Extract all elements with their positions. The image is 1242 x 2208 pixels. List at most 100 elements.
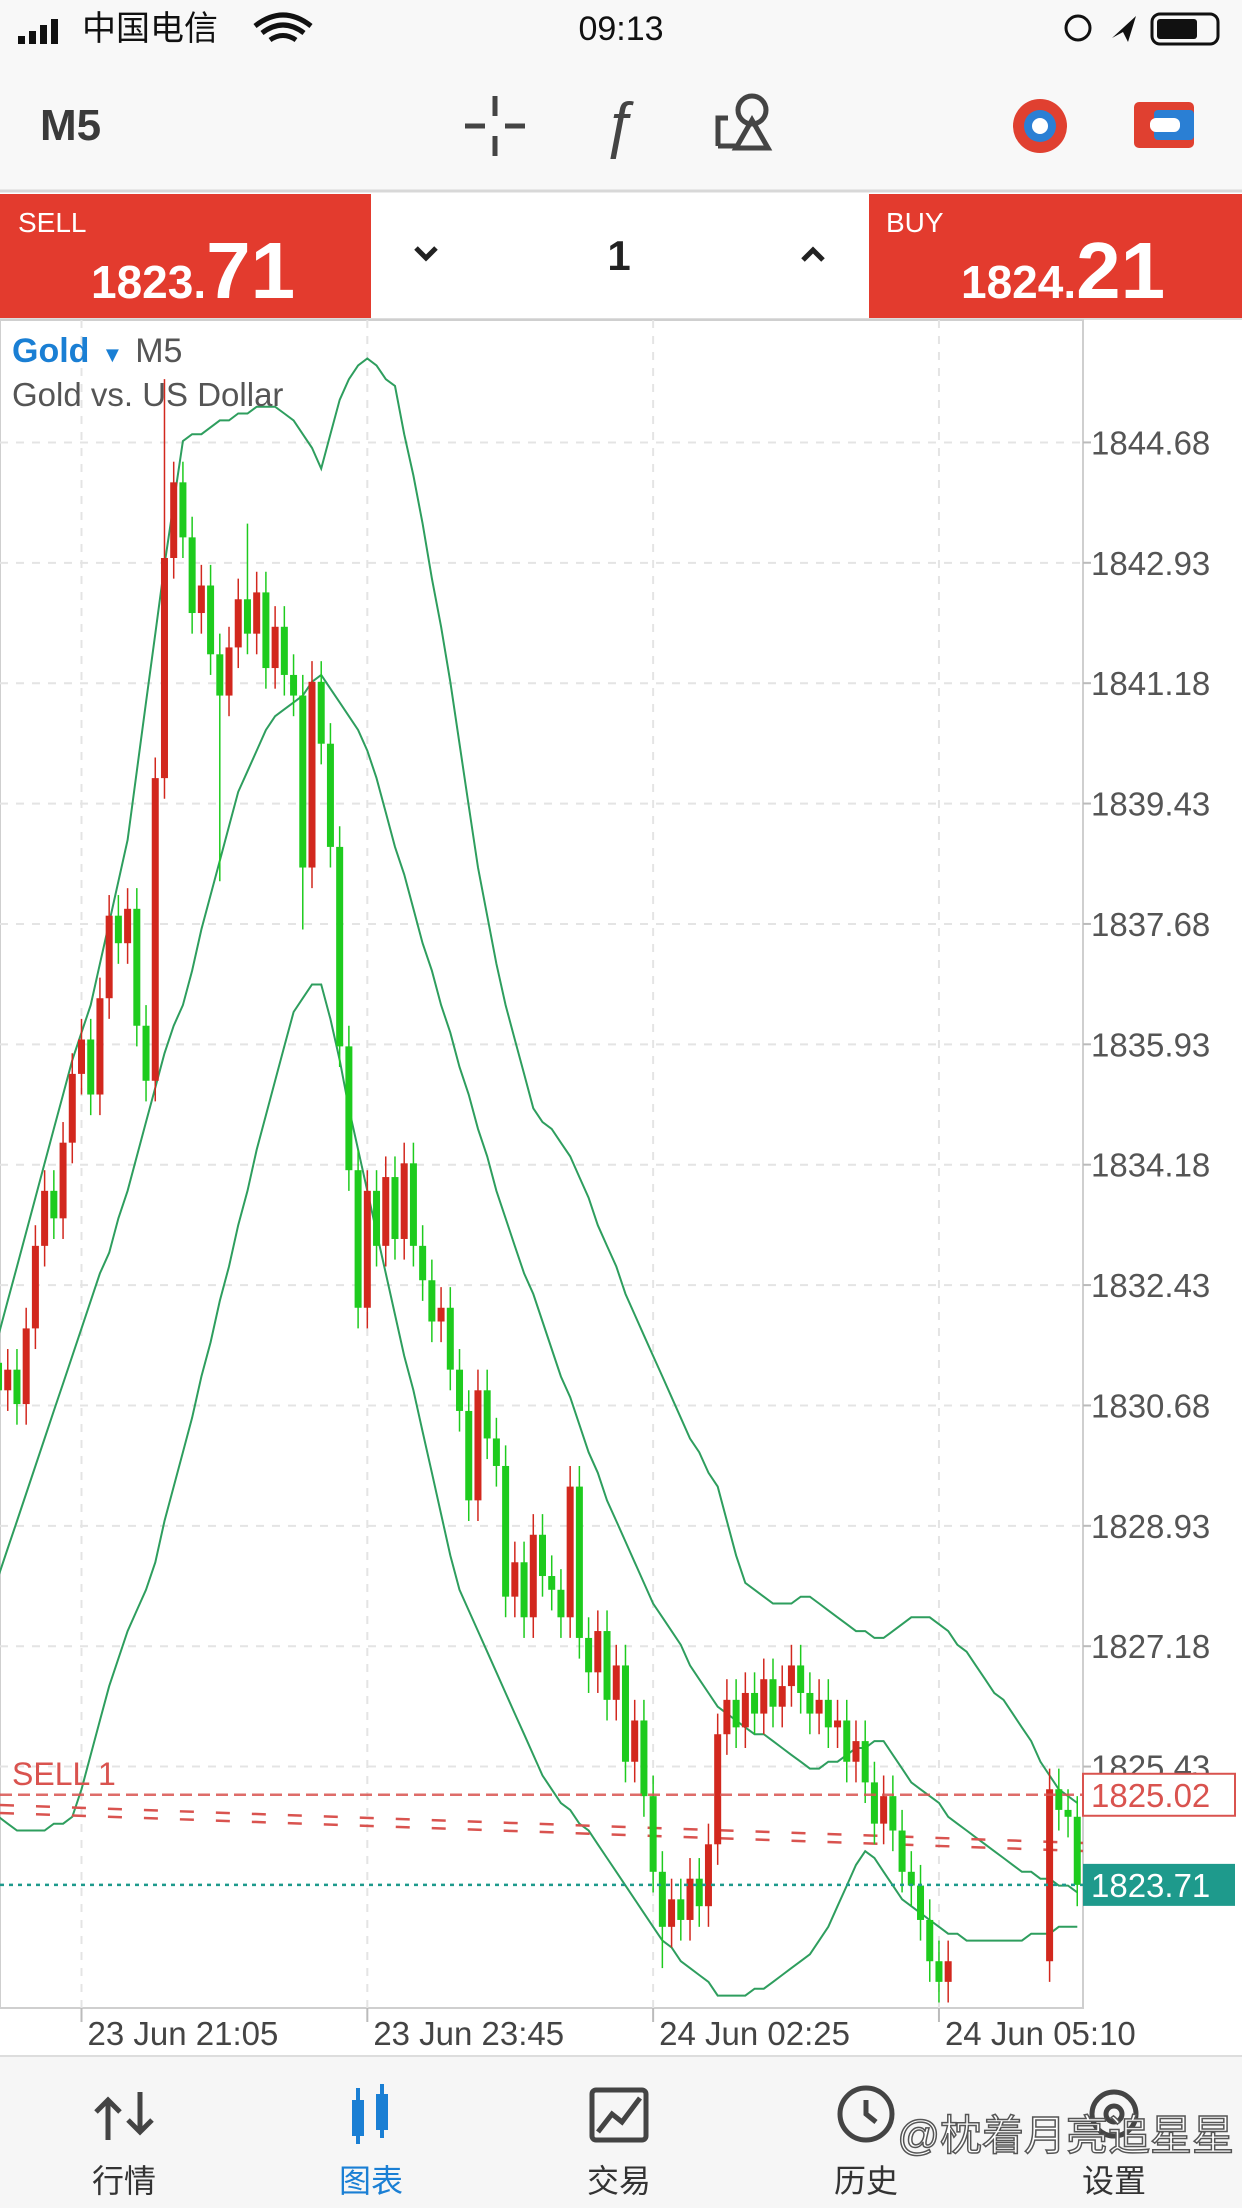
candle-body [704, 1844, 712, 1907]
watermark: @枕着月亮追星星 [897, 2112, 1234, 2159]
candle-body [741, 1692, 749, 1728]
candle-body [456, 1369, 464, 1411]
candle-body [197, 585, 205, 614]
candle-body [787, 1665, 795, 1687]
candle-body [649, 1796, 657, 1872]
nav-icon-quotes [94, 2092, 154, 2140]
candle-body [280, 626, 288, 675]
candle-body [400, 1163, 408, 1239]
candle-body [935, 1961, 943, 1982]
candle-body [714, 1734, 722, 1845]
symbol-dropdown[interactable]: ▼ [101, 342, 123, 367]
candle-body [483, 1390, 491, 1439]
candle-body [114, 915, 122, 944]
candle-body [907, 1871, 915, 1886]
x-tick-label: 23 Jun 23:45 [373, 2015, 564, 2052]
nav-item[interactable]: 行情 [92, 2163, 156, 2199]
candle-body [621, 1665, 629, 1762]
candle-body [78, 1039, 85, 1074]
candle-body [207, 585, 215, 655]
nav-item[interactable]: 图表 [339, 2163, 403, 2199]
candle-body [22, 1328, 30, 1405]
candle-body [50, 1190, 58, 1219]
carrier: 中国电信 [82, 10, 218, 48]
candle-body [686, 1878, 694, 1920]
candle-body [308, 681, 316, 868]
sell-price-main: 1823. [91, 256, 206, 308]
sell-label: SELL [18, 207, 87, 238]
buy-price-main: 1824. [961, 256, 1076, 308]
candle-body [419, 1245, 427, 1281]
symbol[interactable]: Gold [12, 332, 89, 370]
sell-button[interactable] [0, 194, 371, 318]
candle-body [640, 1720, 648, 1797]
candle-body [520, 1562, 528, 1618]
nav-icon-settings [1089, 2089, 1139, 2139]
clock: 09:13 [578, 10, 663, 48]
sell-price: 1823.71 [91, 226, 295, 315]
candle-body [575, 1486, 583, 1638]
candle-body [170, 482, 178, 558]
candle-body [4, 1369, 12, 1391]
nav-icon-trade [589, 2087, 649, 2143]
lot-increase[interactable] [801, 246, 825, 262]
candle-body [216, 654, 224, 696]
candle-body [243, 599, 251, 634]
candle-body [262, 592, 270, 669]
candle-body [68, 1073, 76, 1143]
y-tick-label: 1839.43 [1091, 786, 1210, 823]
wifi-icon [253, 12, 313, 43]
buy-button[interactable] [869, 194, 1242, 318]
candle-body [41, 1190, 49, 1246]
candle-body [124, 908, 132, 944]
lot-decrease[interactable] [414, 246, 438, 262]
nav-item[interactable]: 交易 [587, 2163, 651, 2199]
y-tick-label: 1841.18 [1091, 665, 1210, 702]
candle-body [437, 1307, 445, 1322]
candle-body [299, 695, 307, 868]
candle-body [806, 1692, 814, 1714]
candle-body [612, 1665, 620, 1700]
candle-body [13, 1369, 21, 1405]
y-tick-label: 1844.68 [1091, 424, 1210, 461]
candle-body [1055, 1789, 1063, 1810]
candle-body [815, 1699, 823, 1714]
y-tick-label: 1830.68 [1091, 1387, 1210, 1424]
y-tick-label: 1834.18 [1091, 1147, 1210, 1184]
candle-body [502, 1465, 510, 1597]
candle-body [769, 1679, 777, 1707]
candle-body [31, 1245, 39, 1329]
candle-body [548, 1576, 556, 1590]
candle-body [889, 1796, 897, 1831]
y-tick-label: 1827.18 [1091, 1628, 1210, 1665]
candle-body [465, 1410, 473, 1501]
candle-body [105, 915, 113, 999]
timeframe-button[interactable]: M5 [40, 101, 101, 150]
nav-item[interactable]: 历史 [834, 2163, 898, 2199]
candle-body [336, 846, 344, 1047]
crosshair-icon[interactable] [465, 96, 525, 156]
candle-body [345, 1046, 353, 1171]
candle-body [603, 1631, 611, 1700]
candle-body [474, 1390, 482, 1501]
candle-body [861, 1741, 869, 1783]
objects-icon[interactable] [715, 93, 773, 151]
indicators-icon[interactable]: ƒ [602, 90, 636, 159]
nav-labels: 行情 图表 交易 历史 设置 [92, 2163, 1146, 2199]
chart-timeframe: M5 [135, 332, 182, 370]
nav-item[interactable]: 设置 [1082, 2163, 1146, 2199]
candle-body [677, 1899, 685, 1920]
lot-size[interactable]: 1 [607, 232, 630, 279]
candle-body [446, 1307, 454, 1370]
candle-body [926, 1919, 934, 1962]
lock-icon [1064, 14, 1092, 42]
candle-body [917, 1885, 925, 1920]
symbol-description: Gold vs. US Dollar [12, 376, 283, 413]
candle-body [354, 1170, 362, 1308]
y-tick-label: 1842.93 [1091, 545, 1210, 582]
y-tick-label: 1828.93 [1091, 1508, 1210, 1545]
order-line-label: SELL 1 [12, 1756, 116, 1792]
nav-bg [0, 2056, 1242, 2208]
candle-body [658, 1871, 666, 1927]
candle-body [373, 1190, 381, 1246]
